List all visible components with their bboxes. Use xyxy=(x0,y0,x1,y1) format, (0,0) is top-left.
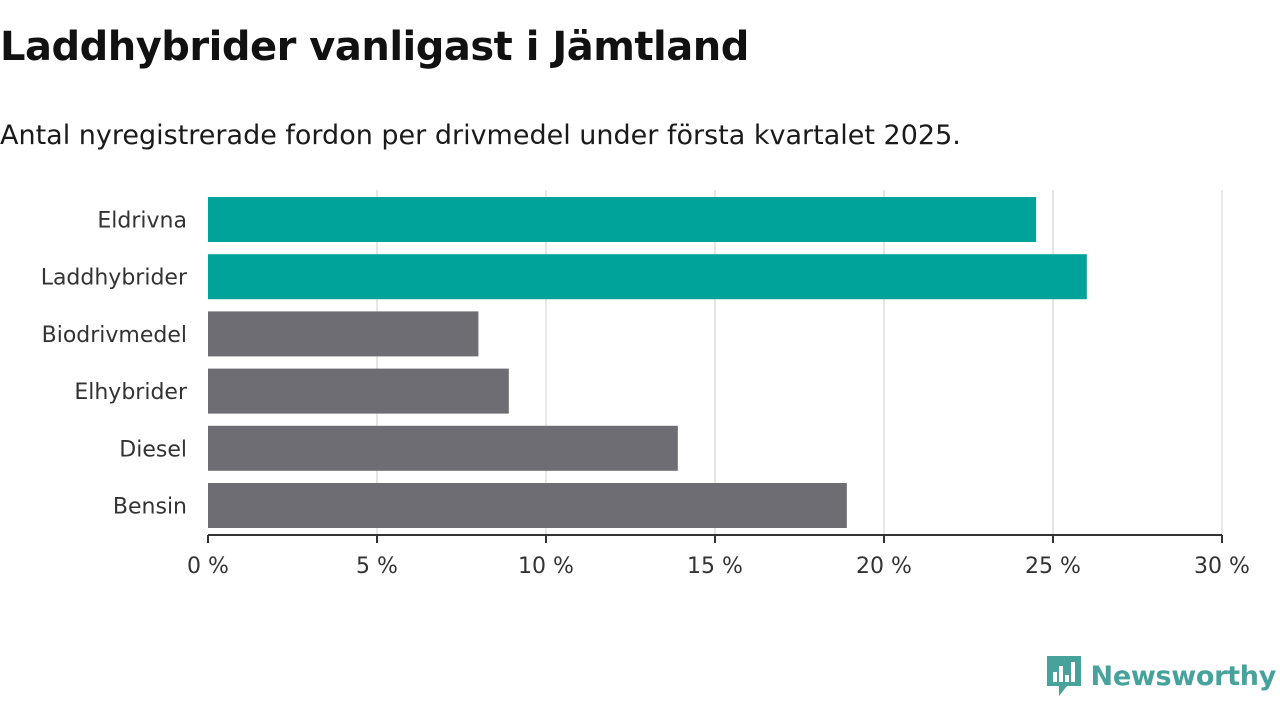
brand-name: Newsworthy xyxy=(1090,660,1277,692)
x-tick-label: 15 % xyxy=(687,554,743,579)
x-axis: 0 % 5 % 10 % 15 % 20 % 25 % 30 % xyxy=(187,534,1250,579)
x-tick-label: 25 % xyxy=(1025,554,1081,579)
brand-logo: Newsworthy xyxy=(1046,656,1277,696)
bar xyxy=(208,311,479,357)
bar xyxy=(208,483,847,528)
category-label: Diesel xyxy=(119,437,187,462)
newsworthy-logo-icon xyxy=(1046,656,1081,696)
category-label: Elhybrider xyxy=(74,380,188,405)
x-tick-label: 30 % xyxy=(1194,554,1250,579)
bar xyxy=(208,368,509,414)
category-label: Bensin xyxy=(113,495,187,520)
grid-lines xyxy=(376,190,1223,535)
x-tick-label: 0 % xyxy=(187,554,229,579)
bar xyxy=(208,197,1037,242)
category-label: Eldrivna xyxy=(97,209,187,234)
category-labels: Eldrivna Laddhybrider Biodrivmedel Elhybrid… xyxy=(41,209,188,520)
bar xyxy=(208,254,1087,300)
x-tick-label: 5 % xyxy=(356,554,398,579)
chart-subtitle: Antal nyregistrerade fordon per drivmede… xyxy=(0,120,961,151)
x-tick-label: 20 % xyxy=(856,554,912,579)
bars xyxy=(208,197,1087,528)
category-label: Biodrivmedel xyxy=(42,323,187,348)
bar xyxy=(208,425,678,471)
category-label: Laddhybrider xyxy=(41,266,188,291)
chart-title: Laddhybrider vanligast i Jämtland xyxy=(0,24,749,70)
x-tick-label: 10 % xyxy=(518,554,574,579)
